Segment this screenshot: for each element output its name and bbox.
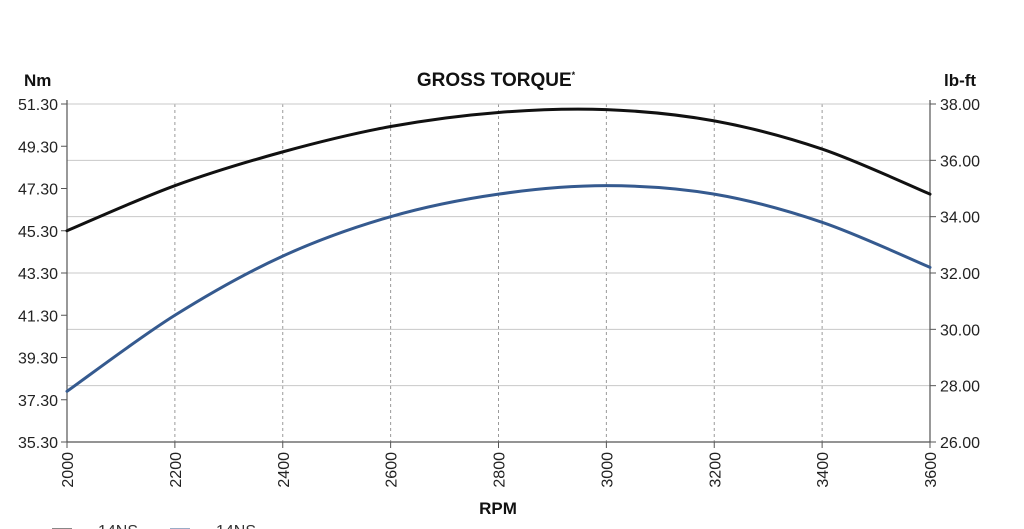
chart-title: GROSS TORQUE* — [417, 70, 576, 91]
right-y-tick-label: 34.00 — [940, 210, 980, 227]
x-tick-label: 2200 — [168, 452, 185, 488]
left-y-tick-label: 47.30 — [18, 182, 58, 199]
left-y-tick-label: 43.30 — [18, 266, 58, 283]
x-tick-label: 3400 — [815, 452, 832, 488]
legend: 14NS 14NS — [52, 523, 256, 529]
x-tick-label: 2600 — [384, 452, 401, 488]
right-y-tick-label: 38.00 — [940, 97, 980, 114]
x-tick-label: 3600 — [923, 452, 940, 488]
right-y-tick-label: 32.00 — [940, 266, 980, 283]
x-axis-label: RPM — [479, 499, 517, 518]
right-y-tick-label: 30.00 — [940, 322, 980, 339]
right-axis-unit: lb-ft — [944, 71, 976, 90]
right-y-tick-label: 36.00 — [940, 153, 980, 170]
series-line-1 — [65, 107, 932, 233]
x-tick-label: 3000 — [599, 452, 616, 488]
grid — [67, 103, 930, 442]
legend-entry: 14NS — [216, 523, 256, 529]
left-y-tick-label: 51.30 — [18, 97, 58, 114]
left-y-tick-label: 45.30 — [18, 224, 58, 241]
x-tick-label: 2800 — [492, 452, 509, 488]
chart-title-superscript: * — [572, 70, 576, 80]
x-tick-label: 2000 — [60, 452, 77, 488]
left-y-tick-label: 39.30 — [18, 351, 58, 368]
series-lines — [65, 107, 932, 393]
chart-title-text: GROSS TORQUE — [417, 70, 572, 91]
left-y-tick-label: 37.30 — [18, 393, 58, 410]
right-y-tick-label: 28.00 — [940, 379, 980, 396]
left-y-tick-label: 49.30 — [18, 139, 58, 156]
series-line-2 — [65, 184, 932, 393]
legend-entry: 14NS — [98, 523, 138, 529]
x-tick-label: 2400 — [276, 452, 293, 488]
right-y-tick-label: 26.00 — [940, 435, 980, 452]
left-y-tick-label: 41.30 — [18, 308, 58, 325]
axes: 35.30 37.30 39.30 41.30 43.30 45.30 47.30 49.30… — [18, 97, 980, 488]
x-tick-label: 3200 — [707, 452, 724, 488]
left-y-tick-label: 35.30 — [18, 435, 58, 452]
left-axis-unit: Nm — [24, 71, 51, 90]
